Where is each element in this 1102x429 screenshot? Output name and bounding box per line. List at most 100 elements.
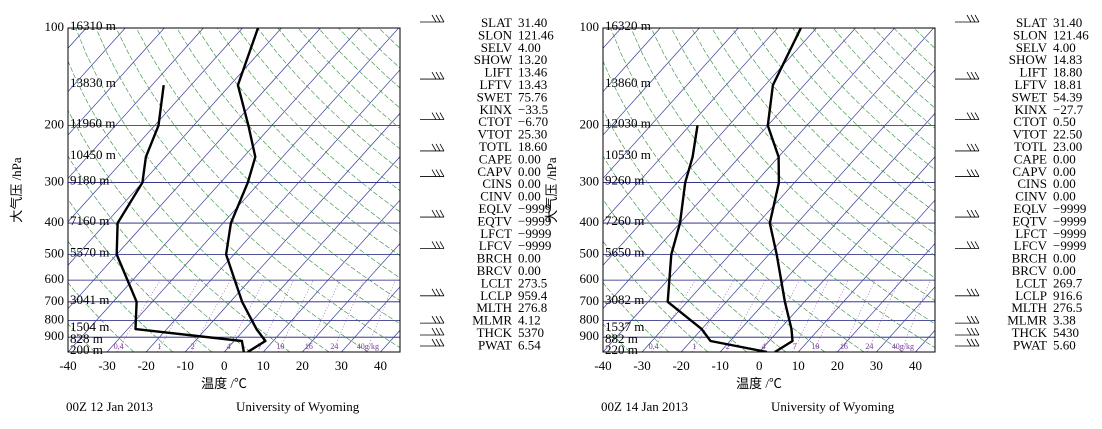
dry-adiabat	[68, 155, 252, 352]
index-value: −9999	[518, 226, 551, 241]
wind-barb	[439, 112, 445, 120]
index-name: LCLT	[481, 275, 512, 290]
isotherm	[0, 28, 8, 352]
height-label: 882 m	[605, 331, 638, 346]
index-value: 0.00	[1053, 263, 1076, 278]
plot-area	[0, 28, 400, 352]
index-value: −27.7	[1053, 102, 1084, 117]
y-tick-label: 800	[45, 312, 65, 327]
index-name: MLTH	[1011, 300, 1047, 315]
index-name: SLON	[1013, 27, 1048, 42]
wind-barb	[970, 288, 976, 297]
height-label: 7160 m	[70, 213, 109, 228]
index-name: EQLV	[1014, 201, 1048, 216]
dry-adiabat	[216, 28, 400, 213]
index-value: 0.50	[1053, 114, 1076, 129]
y-tick-label: 700	[45, 293, 65, 308]
wind-barb	[435, 315, 441, 324]
mixing-ratio-label: 2	[191, 342, 195, 351]
dry-adiabat	[196, 28, 400, 234]
mixing-ratio-label: 16	[305, 342, 313, 351]
index-name: SLAT	[481, 15, 512, 30]
dry-adiabat	[68, 282, 135, 352]
mixing-ratio-line	[900, 279, 931, 352]
height-label: 1537 m	[605, 319, 644, 334]
index-name: LIFT	[485, 65, 513, 80]
index-value: 4.12	[518, 313, 541, 328]
isotherm	[603, 28, 739, 179]
wind-barb	[431, 288, 437, 297]
x-tick-label: 40	[374, 358, 387, 373]
wind-barb	[435, 327, 441, 336]
index-value: 276.8	[518, 300, 547, 315]
dry-adiabat	[603, 282, 670, 352]
wind-barb	[439, 338, 445, 347]
wind-barb	[974, 14, 980, 23]
wind-barb	[974, 143, 980, 152]
height-label: 12030 m	[605, 116, 651, 131]
x-axis-label: 温度 /℃	[201, 376, 247, 391]
plot-frame	[602, 27, 936, 353]
wind-barb	[435, 338, 441, 347]
wind-barb	[431, 241, 437, 249]
mixing-ratio-label: 10	[276, 342, 284, 351]
index-name: BRCV	[1012, 263, 1048, 278]
dry-adiabat	[610, 28, 904, 352]
x-tick-label: 0	[756, 358, 763, 373]
y-tick-label: 600	[45, 271, 65, 286]
dry-adiabat	[176, 28, 400, 256]
y-tick-label: 200	[45, 117, 65, 132]
index-name: LFCV	[1014, 238, 1048, 253]
index-value: 18.60	[518, 139, 547, 154]
isotherm	[145, 69, 400, 352]
wind-barb	[966, 209, 972, 218]
mixing-ratio-line	[257, 279, 294, 352]
index-value: 4.00	[518, 40, 541, 55]
mixing-ratio-label: 40g/kg	[892, 342, 914, 351]
dry-adiabat	[630, 28, 935, 348]
index-name: TOTL	[479, 139, 512, 154]
profile-line	[224, 28, 267, 352]
wind-barb	[966, 71, 972, 80]
x-tick-label: -10	[712, 358, 729, 373]
isotherm	[223, 156, 400, 352]
mixing-ratio-line	[692, 279, 735, 352]
isotherm	[603, 28, 778, 223]
index-name: BRCH	[1012, 251, 1047, 266]
y-tick-label: 500	[45, 245, 65, 260]
height-label: 200 m	[70, 342, 103, 357]
x-tick-label: 0	[221, 358, 228, 373]
height-label: 10530 m	[605, 147, 651, 162]
index-name: THCK	[477, 325, 513, 340]
x-tick-label: -40	[59, 358, 76, 373]
index-name: CINV	[480, 189, 512, 204]
index-value: 31.40	[1053, 15, 1082, 30]
dry-adiabat	[711, 28, 935, 256]
wind-barb	[431, 338, 437, 347]
index-value: 5.60	[1053, 337, 1076, 352]
mixing-ratio-label: 0.4	[114, 342, 124, 351]
mixing-ratio-label: 0.4	[649, 342, 659, 351]
height-label: 13830 m	[70, 75, 116, 90]
index-value: −9999	[1053, 201, 1086, 216]
index-name: CAPE	[479, 151, 512, 166]
dry-adiabat	[603, 155, 787, 352]
isotherm	[68, 28, 204, 179]
wind-barb	[966, 241, 972, 249]
y-tick-label: 300	[45, 174, 65, 189]
isotherm	[603, 28, 895, 352]
mixing-ratio-label: 7	[258, 342, 262, 351]
wind-barb	[974, 71, 980, 80]
wind-barb	[974, 209, 980, 218]
wind-barb	[431, 112, 437, 120]
x-axis-label: 温度 /℃	[736, 376, 782, 391]
wind-barb	[435, 143, 441, 152]
wind-barb	[435, 71, 441, 80]
height-label: 10450 m	[70, 147, 116, 162]
index-name: SELV	[1016, 40, 1048, 55]
dry-adiabat	[257, 28, 400, 171]
index-value: 0.00	[518, 263, 541, 278]
mixing-ratio-label: 16	[840, 342, 848, 351]
dry-adiabat	[792, 28, 935, 171]
x-tick-label: 10	[792, 358, 805, 373]
